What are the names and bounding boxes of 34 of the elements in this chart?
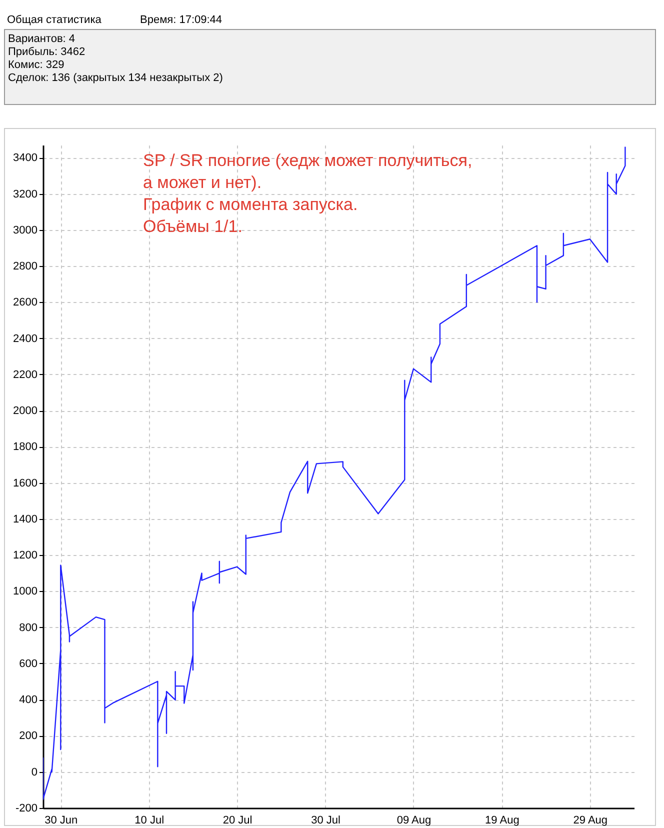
y-tick-label: 3400 — [13, 152, 38, 164]
y-tick-label: 800 — [19, 622, 38, 634]
y-tick-label: 2000 — [13, 405, 38, 418]
y-tick-label: 1400 — [13, 513, 38, 526]
x-tick-label: 30 Jun — [44, 814, 78, 826]
annotation: SP / SR поногие (хедж может получиться, а может и нет). График с момента запуска. Объёмы 1/1. — [143, 150, 472, 238]
y-tick-label: 1800 — [13, 441, 38, 454]
y-tick-label: 1200 — [13, 550, 38, 562]
line-series — [43, 146, 626, 800]
text: Вариантов: 4 — [8, 33, 76, 46]
x-tick-label: 19 Aug — [485, 814, 520, 826]
y-tick-label: 400 — [19, 694, 38, 706]
text: Время: 17:09:44 — [140, 14, 222, 26]
x-tick-label: 29 Aug — [573, 814, 608, 826]
x-tick-label: 20 Jul — [222, 814, 252, 826]
text: Прибыль: 3462 — [8, 46, 86, 59]
text: Общая статистика — [7, 14, 102, 26]
y-tick-label: 2200 — [13, 368, 38, 381]
y-tick-label: 2600 — [13, 296, 38, 309]
text: Комис: 329 — [8, 59, 66, 72]
y-tick-label: 3200 — [13, 188, 38, 200]
y-tick-label: 2400 — [13, 332, 38, 345]
y-tick-label: 600 — [19, 658, 38, 670]
x-tick-label: 10 Jul — [134, 814, 164, 826]
y-tick-label: 2800 — [13, 260, 38, 273]
x-tick-label: 09 Aug — [396, 814, 432, 826]
text: Сделок: 136 (закрытых 134 незакрытых 2) — [8, 72, 224, 85]
y-tick-label: 200 — [19, 730, 38, 742]
y-tick-label: 0 — [31, 766, 38, 778]
y-tick-label: 1600 — [13, 477, 38, 490]
y-tick-label: 3000 — [13, 224, 38, 236]
y-tick-label: -200 — [15, 802, 38, 814]
x-tick-label: 30 Jul — [311, 814, 340, 826]
y-tick-label: 1000 — [13, 586, 38, 598]
